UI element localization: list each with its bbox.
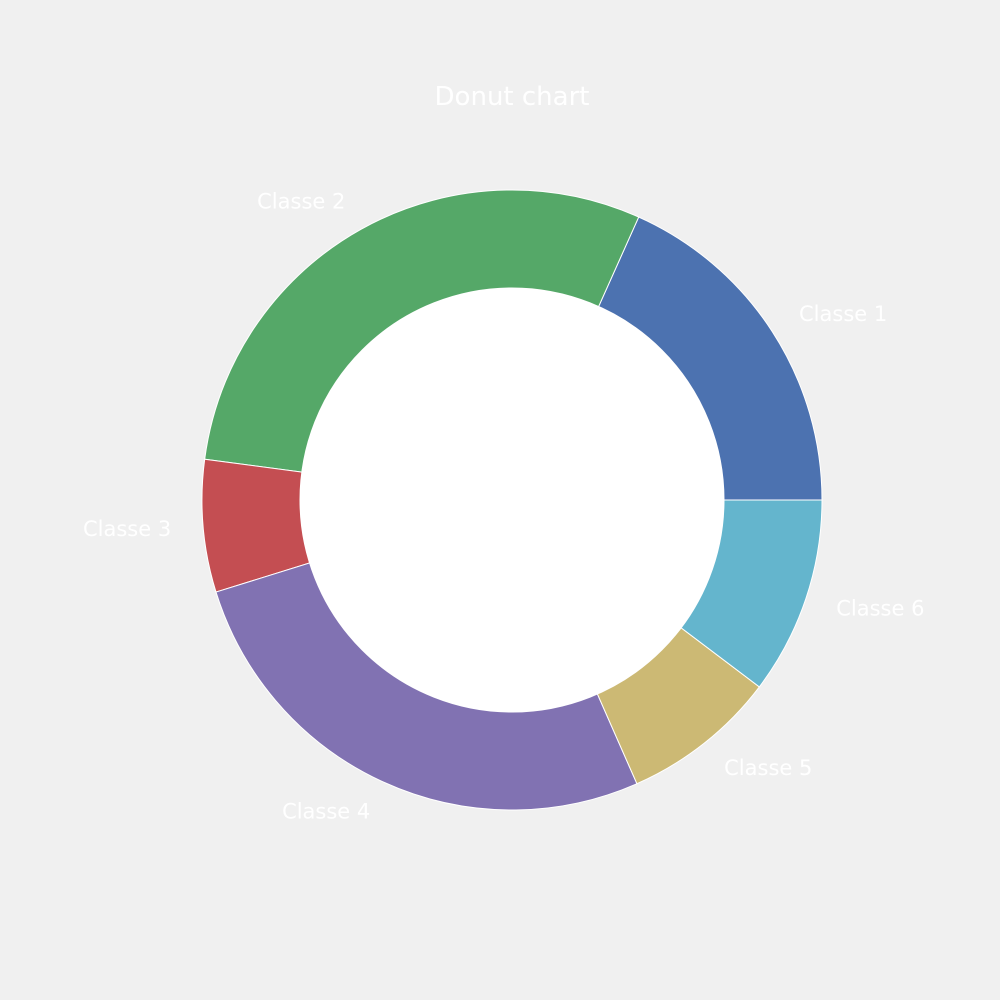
slice-label-1: Classe 1 [799, 302, 887, 326]
slice-label-2: Classe 2 [257, 189, 345, 213]
chart-title: Donut chart [435, 82, 590, 112]
slice-label-5: Classe 5 [724, 756, 812, 780]
donut-center-hole [299, 287, 725, 713]
slice-label-4: Classe 4 [282, 799, 370, 823]
slice-labels: Classe 1 Classe 2 Classe 3 Classe 4 Classe 5… [83, 189, 924, 823]
slice-label-6: Classe 6 [836, 597, 924, 621]
slice-label-3: Classe 3 [83, 517, 171, 541]
